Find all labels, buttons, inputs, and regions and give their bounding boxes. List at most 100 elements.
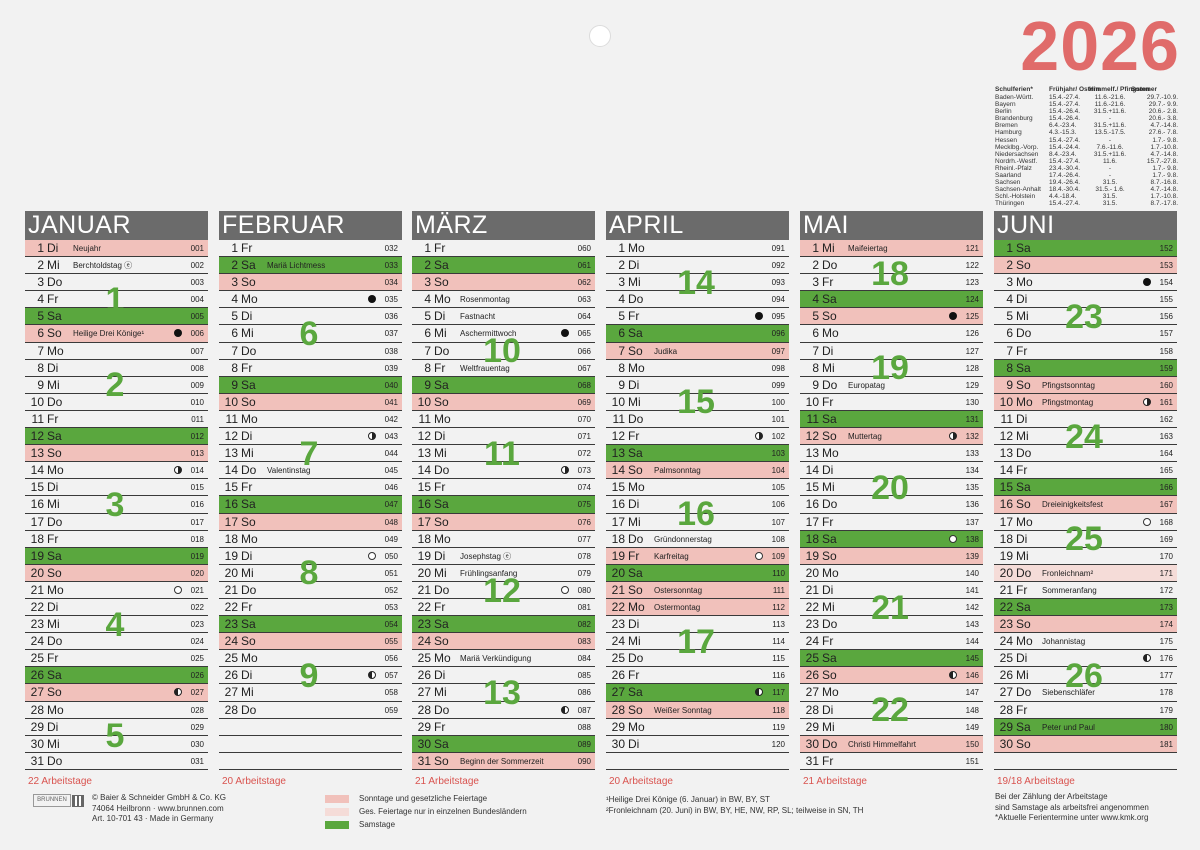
day-of-year: 002	[190, 261, 204, 271]
day-of-year: 088	[577, 722, 591, 732]
day-of-year: 044	[384, 449, 398, 459]
weekday: Fr	[628, 548, 640, 563]
last-quarter-moon-icon	[755, 688, 763, 697]
new-moon-icon	[174, 329, 182, 338]
day-number: 19	[30, 548, 44, 563]
day-row: 16 Do 136	[800, 496, 983, 514]
day-number: 9	[812, 377, 819, 392]
day-of-year: 042	[384, 414, 398, 424]
weekday: Do	[628, 531, 644, 546]
day-row: 14 Do Valentinstag 045	[219, 462, 402, 480]
day-of-year: 048	[384, 517, 398, 527]
weekday: Mo	[1016, 634, 1033, 649]
day-number: 13	[805, 446, 819, 461]
weekday: Sa	[241, 377, 256, 392]
day-number: 2	[424, 258, 431, 273]
day-row: 12 So Muttertag 132	[800, 428, 983, 446]
school-holidays-row: Brandenburg 15.4.-26.4. -20.6.- 3.8.	[995, 115, 1178, 123]
day-row: 12 Fr 102	[606, 428, 789, 446]
weekday: Sa	[822, 292, 837, 307]
footnotes: ¹Heilige Drei Könige (6. Januar) in BW, …	[606, 795, 864, 815]
weekday: So	[241, 275, 256, 290]
day-row: 25 Mo Mariä Verkündigung 084	[412, 650, 595, 668]
day-number: 2	[1006, 258, 1013, 273]
week-number: 8	[299, 554, 319, 593]
day-of-year: 178	[1159, 688, 1173, 698]
day-row: 16 Di 106	[606, 496, 789, 514]
day-row: 4 Sa 124	[800, 291, 983, 309]
weekday: Mo	[822, 326, 839, 341]
day-of-year: 012	[190, 432, 204, 442]
day-number: 16	[224, 497, 238, 512]
week-number: 5	[105, 716, 125, 755]
day-number: 18	[999, 531, 1013, 546]
day-row: 26 So 146	[800, 667, 983, 685]
day-of-year: 106	[771, 500, 785, 510]
day-number: 28	[417, 702, 431, 717]
day-of-year: 152	[1159, 244, 1173, 253]
day-of-year: 080	[577, 585, 591, 595]
school-holidays-row: Hamburg 4.3.-15.3. 13.5.-17.5. 27.6.- 7.8.	[995, 129, 1178, 137]
day-number: 4	[37, 292, 44, 307]
day-row: 22 Sa 173	[994, 598, 1177, 617]
day-number: 22	[30, 599, 44, 614]
holiday-label: Mariä Verkündigung	[460, 654, 532, 664]
holiday-label: Maifeiertag	[848, 244, 888, 253]
weekday: Mi	[434, 326, 447, 341]
day-of-year: 175	[1159, 637, 1173, 647]
day-of-year: 109	[771, 551, 785, 561]
day-of-year: 087	[577, 705, 591, 715]
day-row: 6 Mi 037	[219, 325, 402, 343]
day-of-year: 145	[965, 654, 979, 664]
day-of-year: 029	[190, 722, 204, 732]
day-row: 26 Di 085	[412, 667, 595, 685]
day-number: 3	[1006, 275, 1013, 290]
day-of-year: 038	[384, 346, 398, 356]
day-of-year: 026	[190, 671, 204, 681]
day-of-year: 046	[384, 483, 398, 493]
weekday: Fr	[628, 668, 640, 683]
weekday: Mo	[628, 599, 645, 614]
day-of-year: 093	[771, 278, 785, 288]
weekday: Di	[1016, 651, 1028, 666]
last-quarter-moon-icon	[949, 671, 957, 680]
day-number: 16	[999, 497, 1013, 512]
weekday: So	[628, 702, 643, 717]
weekday: Do	[1016, 446, 1032, 461]
school-holidays-row: Saarland 17.4.-26.4. -1.7.- 9.8.	[995, 172, 1178, 180]
day-of-year: 061	[577, 261, 591, 271]
day-number: 15	[224, 480, 238, 495]
holiday-label: Weißer Sonntag	[654, 705, 712, 715]
day-of-year: 140	[965, 568, 979, 578]
day-number: 19	[805, 548, 819, 563]
week-number: 6	[299, 315, 319, 354]
day-number: 28	[999, 702, 1013, 717]
day-of-year: 013	[190, 449, 204, 459]
holiday-label: Palmsonntag	[654, 466, 701, 476]
weekday: Di	[47, 719, 59, 734]
weekday: Sa	[434, 617, 449, 632]
day-row: 29 Mo 119	[606, 719, 789, 736]
holiday-label: Fastnacht	[460, 312, 496, 322]
weekday: Mi	[822, 719, 835, 734]
weekday: Mo	[628, 241, 645, 255]
day-number: 4	[231, 292, 238, 307]
full-moon-icon	[755, 551, 763, 560]
day-number: 11	[31, 411, 44, 426]
empty-row	[219, 736, 402, 753]
school-holidays-row: Nordrh.-Westf. 15.4.-27.4. 11.6. 15.7.-27.8…	[995, 157, 1178, 165]
week-number: 18	[871, 255, 909, 294]
day-row: 27 Do Siebenschläfer 178	[994, 684, 1177, 702]
week-number: 3	[105, 486, 125, 525]
day-of-year: 063	[577, 295, 591, 305]
day-of-year: 171	[1159, 568, 1173, 578]
weekday: Do	[47, 634, 63, 649]
day-number: 28	[611, 702, 625, 717]
day-row: 9 Do Europatag 129	[800, 377, 983, 394]
weekday: Sa	[241, 497, 256, 512]
day-row: 10 Mo Pfingstmontag 161	[994, 393, 1177, 411]
weekday: Mo	[822, 565, 839, 580]
day-number: 1	[812, 241, 819, 255]
day-number: 4	[618, 292, 625, 307]
day-row: 16 Sa 047	[219, 496, 402, 514]
